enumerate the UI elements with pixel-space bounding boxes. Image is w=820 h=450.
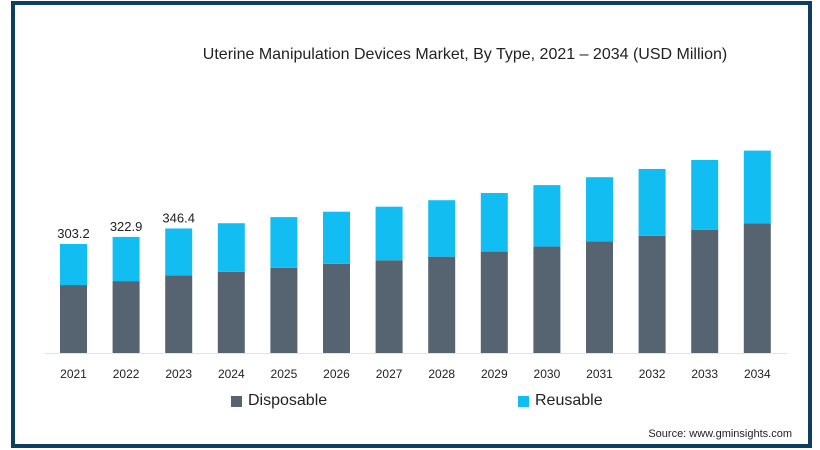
- data-label: 303.2: [57, 226, 90, 241]
- source-note: Source: www.gminsights.com: [648, 428, 792, 440]
- bar-disposable-2031: [586, 241, 613, 353]
- bar-reusable-2026: [323, 211, 350, 264]
- chart-frame: [11, 1, 812, 448]
- bar-reusable-2027: [375, 206, 403, 261]
- x-tick-label: 2032: [639, 367, 666, 381]
- x-tick-label: 2021: [60, 367, 87, 381]
- data-label: 322.9: [110, 219, 143, 234]
- chart-title: Uterine Manipulation Devices Market, By …: [202, 46, 728, 63]
- bar-reusable-2021: [60, 243, 87, 286]
- bar-reusable-2031: [586, 177, 613, 242]
- x-tick-label: 2028: [428, 367, 455, 381]
- bar-reusable-2022: [112, 236, 140, 282]
- bar-disposable-2025: [270, 267, 298, 353]
- legend-reusable: Reusable: [518, 392, 603, 410]
- x-tick-label: 2023: [165, 367, 192, 381]
- legend-disposable: Disposable: [231, 392, 327, 410]
- bar-disposable-2027: [375, 260, 403, 353]
- legend-label-disposable: Disposable: [248, 392, 328, 409]
- x-tick-label: 2026: [323, 367, 350, 381]
- x-tick-label: 2030: [534, 367, 561, 381]
- bar-reusable-2032: [638, 168, 666, 236]
- bar-disposable-2022: [112, 281, 140, 353]
- x-tick-label: 2024: [218, 367, 245, 381]
- bar-reusable-2025: [270, 217, 298, 268]
- bar-disposable-2029: [480, 251, 508, 353]
- bar-disposable-2026: [323, 263, 350, 353]
- bar-reusable-2029: [480, 193, 508, 252]
- legend-swatch-disposable: [231, 395, 242, 407]
- x-tick-label: 2033: [691, 367, 718, 381]
- bar-disposable-2028: [428, 256, 456, 353]
- x-tick-label: 2034: [744, 367, 771, 381]
- bar-disposable-2030: [533, 246, 561, 353]
- x-tick-label: 2025: [271, 367, 298, 381]
- legend-label-reusable: Reusable: [535, 392, 603, 409]
- bar-reusable-2028: [428, 200, 456, 257]
- legend-swatch-reusable: [518, 395, 529, 407]
- bar-disposable-2024: [217, 271, 245, 353]
- bar-reusable-2023: [165, 228, 193, 276]
- bar-disposable-2032: [638, 235, 666, 353]
- bar-reusable-2034: [743, 150, 771, 224]
- data-label: 346.4: [162, 210, 195, 225]
- bar-reusable-2033: [691, 159, 719, 230]
- bar-disposable-2021: [60, 285, 87, 353]
- bar-reusable-2024: [217, 223, 245, 272]
- x-tick-label: 2022: [113, 367, 140, 381]
- x-tick-label: 2031: [586, 367, 613, 381]
- bar-disposable-2033: [691, 229, 719, 353]
- bar-reusable-2030: [533, 185, 561, 247]
- x-tick-label: 2029: [481, 367, 508, 381]
- bar-disposable-2034: [743, 223, 771, 353]
- bar-disposable-2023: [165, 275, 193, 353]
- x-tick-label: 2027: [376, 367, 403, 381]
